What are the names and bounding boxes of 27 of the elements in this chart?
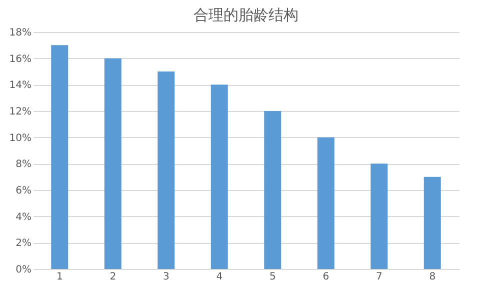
bar bbox=[51, 45, 68, 269]
y-tick-label: 12% bbox=[9, 106, 32, 118]
y-tick-label: 16% bbox=[9, 54, 32, 65]
x-tick-label: 3 bbox=[162, 272, 170, 282]
bar bbox=[158, 72, 175, 269]
x-tick-label: 6 bbox=[322, 272, 330, 282]
x-tick-label: 2 bbox=[110, 272, 116, 282]
bar bbox=[210, 84, 228, 269]
y-tick-label: 6% bbox=[16, 186, 32, 196]
bar bbox=[264, 111, 282, 269]
bar bbox=[317, 137, 334, 269]
chart-title: 合理的胎龄结构 bbox=[194, 6, 298, 24]
bar bbox=[370, 164, 388, 269]
x-tick-label: 1 bbox=[56, 272, 63, 282]
y-tick-label: 0% bbox=[16, 264, 32, 276]
x-tick-label: 5 bbox=[269, 272, 276, 282]
x-tick-label: 4 bbox=[216, 272, 223, 282]
y-tick-label: 18% bbox=[9, 28, 32, 38]
y-tick-label: 14% bbox=[9, 80, 32, 92]
y-tick-label: 8% bbox=[16, 159, 32, 170]
bar bbox=[424, 176, 441, 269]
y-tick-label: 10% bbox=[9, 132, 32, 144]
x-tick-label: 8 bbox=[429, 272, 436, 282]
bar bbox=[104, 58, 122, 269]
y-tick-label: 4% bbox=[16, 212, 32, 223]
x-tick-label: 7 bbox=[376, 272, 382, 282]
y-tick-label: 2% bbox=[16, 238, 32, 250]
